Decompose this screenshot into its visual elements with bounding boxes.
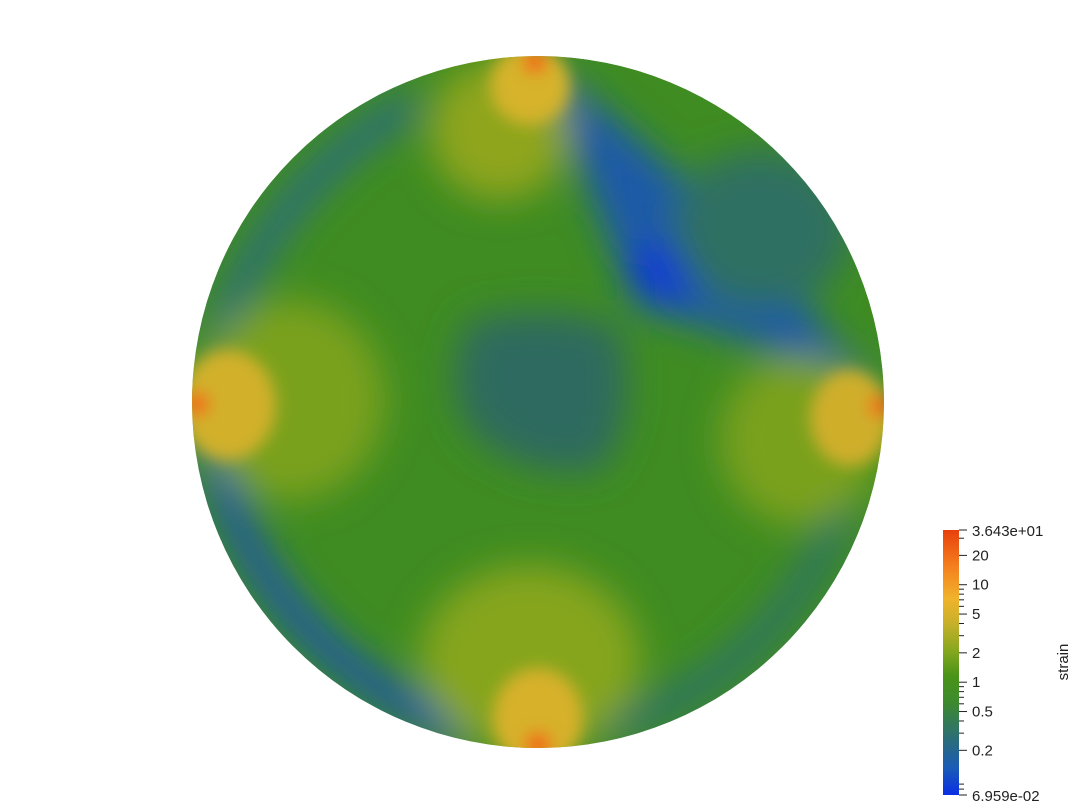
hot-top-outer (490, 56, 570, 125)
hot-right-outer (810, 370, 884, 466)
colorbar-tick-label: 10 (972, 577, 989, 594)
colorbar-tick-label: 0.2 (972, 742, 993, 759)
hot-left (192, 392, 209, 416)
strain-field (192, 56, 884, 748)
lobe-bottom (420, 565, 640, 748)
hot-bottom-outer (493, 668, 583, 748)
colorbar-tick-label: 0.5 (972, 704, 993, 721)
colorbar-min-label: 6.959e-02 (972, 788, 1040, 805)
colorbar-ticks: 20 10 5 2 1 0.5 0.2 (959, 529, 993, 796)
colorbar-tick-label: 1 (972, 674, 980, 691)
colorbar-max-label: 3.643e+01 (972, 523, 1043, 540)
hot-bottom (525, 732, 551, 748)
colorbar: 20 10 5 2 1 0.5 0.2 3.643e+01 6.959e-02 strain (943, 523, 1072, 805)
hot-left-outer (192, 350, 276, 460)
hot-top (523, 56, 547, 74)
center-low-region (455, 312, 627, 472)
colorbar-tick-label: 2 (972, 645, 980, 662)
upper-right-teal (670, 150, 850, 310)
colorbar-tick-label: 5 (972, 606, 980, 623)
hot-right (869, 395, 884, 417)
colorbar-gradient (943, 530, 959, 795)
colorbar-title: strain (1055, 644, 1072, 681)
colorbar-tick-label: 20 (972, 547, 989, 564)
